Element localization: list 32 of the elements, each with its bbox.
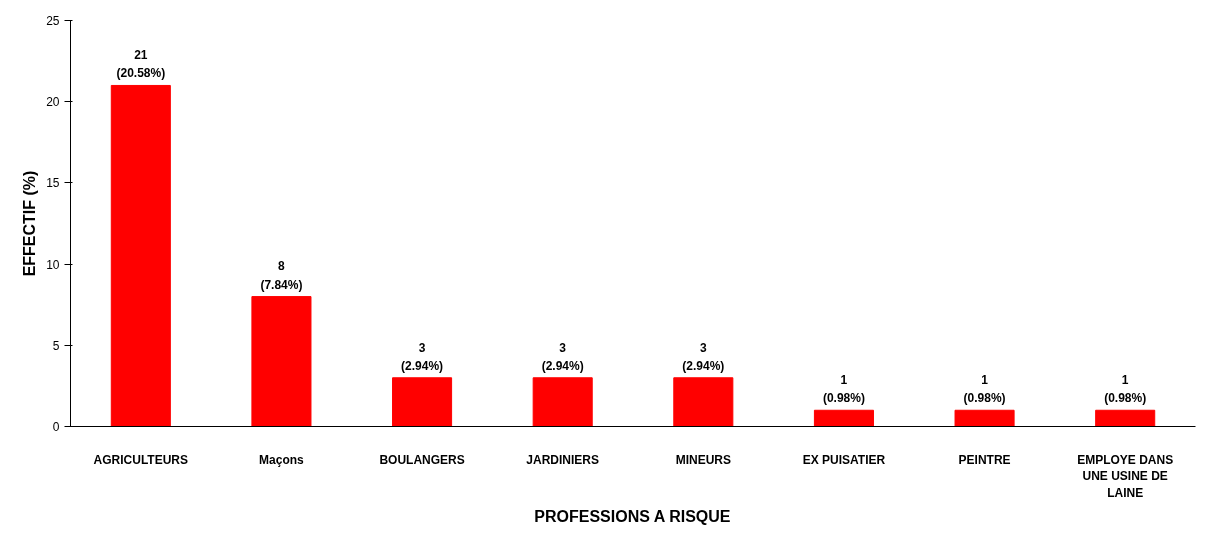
- x-tick-label: JARDINIERS: [526, 452, 600, 467]
- x-tick-label: EMPLOYE DANS UNE USINE DE LAINE: [1077, 452, 1174, 501]
- y-tick-label: 0: [52, 420, 60, 434]
- bar: [813, 409, 874, 427]
- data-label: 1 (0.98%): [1104, 373, 1147, 406]
- x-tick-label: Maçons: [259, 452, 305, 467]
- data-label: 1 (0.98%): [963, 373, 1006, 406]
- x-tick-label: AGRICULTEURS: [93, 452, 189, 467]
- bar: [251, 296, 312, 427]
- data-label: 3 (2.94%): [682, 340, 725, 373]
- bar: [1095, 409, 1156, 427]
- x-tick-label: EX PUISATIER: [802, 452, 886, 467]
- x-tick-label: PEINTRE: [958, 452, 1011, 467]
- y-tick-label: 20: [46, 95, 60, 110]
- bar: [532, 377, 593, 427]
- data-label: 8 (7.84%): [260, 259, 303, 292]
- y-tick-label: 5: [52, 338, 60, 353]
- bar: [954, 409, 1015, 427]
- data-label: 1 (0.98%): [822, 373, 865, 406]
- x-tick-label: BOULANGERS: [379, 452, 465, 467]
- bar: [110, 84, 171, 427]
- x-axis-title: PROFESSIONS A RISQUE: [534, 508, 731, 526]
- data-label: 3 (2.94%): [401, 340, 444, 373]
- y-tick-label: 15: [46, 176, 60, 191]
- data-label: 21 (20.58%): [116, 48, 166, 81]
- y-tick-label: 10: [46, 257, 60, 272]
- y-tick-label: 25: [46, 14, 60, 28]
- x-tick-label: MINEURS: [675, 452, 731, 467]
- data-label: 3 (2.94%): [541, 340, 584, 373]
- bar: [673, 377, 734, 427]
- y-axis-title: EFFECTIF (%): [21, 170, 39, 277]
- bar: [392, 377, 453, 427]
